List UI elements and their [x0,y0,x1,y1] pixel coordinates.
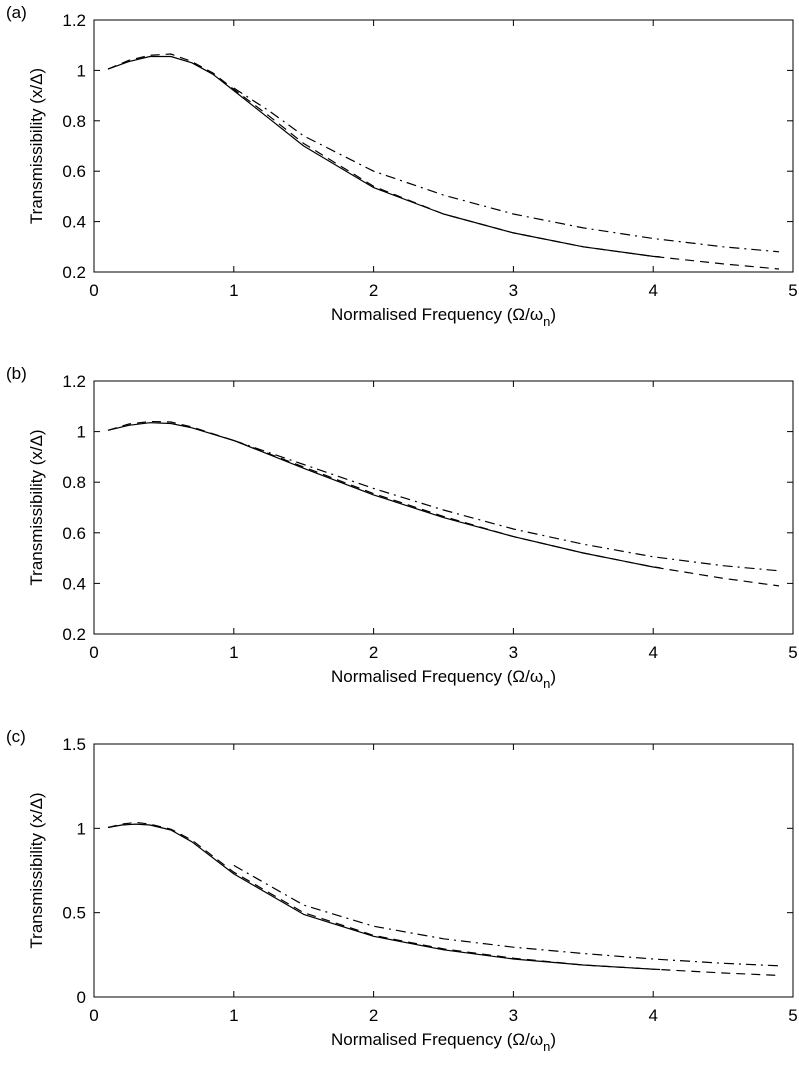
x-tick-label: 5 [788,1006,797,1025]
x-axis-label-sub: n [543,314,550,329]
series-line-dashdot [233,439,780,572]
x-tick-label: 0 [89,643,98,662]
y-tick-label: 1.5 [62,735,86,754]
x-axis-label-sub: n [543,676,550,691]
y-tick-label: 0.2 [62,263,86,282]
panel-b: 0 1 2 3 4 5 0.2 0.4 0.6 0.8 1 1.2 (b) Normalised Freq… [6,364,798,691]
panel-label: (b) [6,364,27,383]
y-tick-label: 1 [77,423,86,442]
x-axis-label-sub: n [543,1039,550,1054]
y-axis-label: Transmissibility (x/Δ) [27,68,46,224]
y-tick-label: 1.2 [62,372,86,391]
y-tick-label: 1 [77,819,86,838]
y-axis-label: Transmissibility (x/Δ) [27,429,46,585]
axes-box [93,380,794,635]
x-tick-label: 1 [229,643,238,662]
x-tick-label: 4 [648,281,657,300]
series-line-dashed [107,821,780,976]
x-tick-label: 2 [369,281,378,300]
y-tick-label: 0.8 [62,473,86,492]
y-tick-label: 1.2 [62,11,86,30]
panel-label: (c) [6,727,26,746]
x-tick-label: 2 [369,643,378,662]
x-tick-label: 4 [648,1006,657,1025]
x-axis-label-tail: ) [550,1030,556,1049]
x-tick-label: 2 [369,1006,378,1025]
x-tick-label: 4 [648,643,657,662]
y-tick-label: 0.4 [62,574,86,593]
series-line-solid [107,823,661,971]
axes-box [93,743,794,998]
series-line-dashdot [233,87,780,253]
x-tick-label: 5 [788,643,797,662]
y-tick-label: 0.6 [62,162,86,181]
x-tick-label: 0 [89,281,98,300]
y-tick-label: 0.8 [62,112,86,131]
panel-c: 0 1 2 3 4 5 0 0.5 1 1.5 (c) Normalised Frequency (Ω… [6,727,798,1054]
y-axis-label: Transmissibility (x/Δ) [27,792,46,948]
x-tick-label: 5 [788,281,797,300]
series-line-solid [107,422,661,569]
series-line-dashed [107,53,780,270]
y-tick-label: 1 [77,61,86,80]
series-line-dashdot [233,864,780,967]
x-axis-label: Normalised Frequency (Ω/ωn) [331,1030,556,1054]
x-axis-label-tail: ) [550,667,556,686]
y-tick-label: 0.5 [62,904,86,923]
x-tick-label: 1 [229,281,238,300]
x-axis-label-main: Normalised Frequency (Ω/ω [331,1030,543,1049]
x-axis-label-main: Normalised Frequency (Ω/ω [331,305,543,324]
x-tick-label: 3 [509,643,518,662]
series-line-dashed [107,420,780,587]
y-tick-label: 0 [77,988,86,1007]
panel-label: (a) [6,3,27,22]
x-tick-label: 0 [89,1006,98,1025]
x-axis-label-tail: ) [550,305,556,324]
y-tick-label: 0.2 [62,625,86,644]
x-tick-label: 3 [509,281,518,300]
axes-box [93,19,794,273]
y-tick-label: 0.4 [62,213,86,232]
x-tick-label: 3 [509,1006,518,1025]
panel-a: 0 1 2 3 4 5 0.2 0.4 0.6 0.8 1 1.2 (a) Normalised Freq… [6,3,798,329]
x-axis-label-main: Normalised Frequency (Ω/ω [331,667,543,686]
x-tick-label: 1 [229,1006,238,1025]
y-tick-label: 0.6 [62,524,86,543]
x-axis-label: Normalised Frequency (Ω/ωn) [331,667,556,691]
x-axis-label: Normalised Frequency (Ω/ωn) [331,305,556,329]
